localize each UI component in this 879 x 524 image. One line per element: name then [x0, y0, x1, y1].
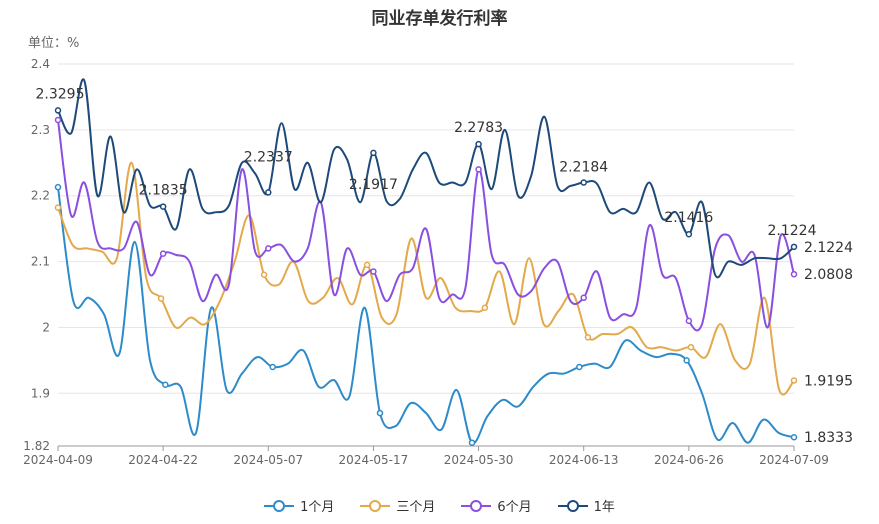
- series-marker[interactable]: [685, 230, 693, 238]
- x-tick-label: 2024-05-07: [233, 453, 303, 467]
- x-tick-label: 2024-05-30: [444, 453, 514, 467]
- series-marker[interactable]: [475, 166, 482, 173]
- annotation-label: 2.1224: [768, 223, 817, 239]
- series-marker[interactable]: [683, 357, 690, 364]
- y-tick-label: 2.4: [31, 57, 50, 71]
- annotation-label: 2.1416: [664, 210, 713, 226]
- series-marker[interactable]: [162, 381, 169, 388]
- end-label: 1.9195: [804, 373, 853, 389]
- annotation-labels: 2.3295 2.1835 2.2337 2.1917 2.2783 2.2184 2.14…: [36, 86, 817, 238]
- end-labels: 2.1224 2.0808 1.9195 1.8333: [804, 240, 853, 446]
- legend: 1个月 三个月 6个月 1年: [0, 496, 879, 515]
- series-marker[interactable]: [790, 243, 798, 251]
- legend-label: 三个月: [396, 500, 436, 515]
- x-tick-label: 2024-06-26: [654, 453, 724, 467]
- x-tick-label: 2024-06-13: [549, 453, 619, 467]
- series-marker[interactable]: [481, 304, 489, 311]
- series-marker[interactable]: [54, 116, 62, 124]
- y-tick-label: 1.9: [31, 386, 50, 400]
- x-tick-label: 2024-04-09: [23, 453, 93, 467]
- legend-item[interactable]: 三个月: [360, 496, 435, 515]
- series-line-6个月: [57, 119, 795, 332]
- series-marker[interactable]: [475, 140, 482, 148]
- annotation-label: 2.1835: [139, 183, 188, 199]
- series-marker[interactable]: [370, 268, 377, 275]
- end-label: 1.8333: [804, 430, 853, 446]
- series-marker[interactable]: [269, 363, 276, 371]
- annotation-label: 2.2184: [559, 160, 608, 176]
- series-marker[interactable]: [54, 183, 62, 191]
- series-marker[interactable]: [580, 294, 587, 302]
- series-marker[interactable]: [265, 245, 272, 252]
- annotation-label: 2.3295: [36, 86, 85, 102]
- y-axis: 1.82 1.9 2 2.1 2.2 2.3 2.4: [23, 57, 50, 453]
- legend-item[interactable]: 6个月: [461, 496, 532, 515]
- series-marker[interactable]: [157, 295, 165, 302]
- series-marker[interactable]: [468, 439, 476, 446]
- series-marker[interactable]: [260, 271, 268, 279]
- legend-label: 6个月: [497, 500, 532, 515]
- legend-swatch: [360, 499, 391, 513]
- series-marker[interactable]: [370, 149, 377, 157]
- y-tick-label: 2.2: [31, 189, 50, 203]
- series-marker[interactable]: [790, 433, 798, 441]
- series-marker[interactable]: [584, 334, 592, 341]
- series-marker[interactable]: [685, 317, 693, 325]
- series-marker[interactable]: [265, 189, 272, 196]
- series-markers: [54, 107, 798, 446]
- series-line-三个月: [57, 161, 795, 396]
- series-marker[interactable]: [576, 363, 583, 371]
- x-tick-label: 2024-04-22: [128, 453, 198, 467]
- series-marker[interactable]: [376, 409, 384, 417]
- annotation-label: 2.2337: [244, 150, 293, 166]
- line-chart: 1.82 1.9 2 2.1 2.2 2.3 2.4 2024-04-09 2024-04-2…: [23, 57, 853, 467]
- legend-item[interactable]: 1个月: [264, 496, 334, 515]
- y-tick-label: 2: [42, 320, 50, 334]
- chart-title: 同业存单发行利率: [371, 9, 508, 29]
- legend-label: 1个月: [300, 500, 335, 515]
- unit-label: 单位：%: [28, 36, 80, 51]
- annotation-label: 2.2783: [454, 120, 503, 136]
- legend-swatch: [461, 499, 492, 513]
- annotation-label: 2.1917: [349, 177, 398, 193]
- series-lines: [57, 78, 795, 445]
- series-marker[interactable]: [159, 250, 167, 257]
- legend-label: 1年: [593, 500, 615, 515]
- y-tick-label: 1.82: [23, 439, 50, 453]
- end-label: 2.1224: [804, 240, 853, 256]
- x-tick-label: 2024-05-17: [339, 453, 409, 467]
- series-marker[interactable]: [790, 377, 798, 384]
- series-line-1年: [57, 78, 795, 279]
- series-marker[interactable]: [159, 203, 167, 210]
- series-marker[interactable]: [790, 270, 798, 278]
- y-tick-label: 2.3: [31, 123, 50, 137]
- end-label: 2.0808: [804, 267, 853, 283]
- series-line-1个月: [57, 187, 795, 445]
- y-tick-label: 2.1: [31, 255, 50, 269]
- legend-item[interactable]: 1年: [557, 496, 615, 515]
- series-marker[interactable]: [363, 261, 371, 269]
- x-axis: 2024-04-09 2024-04-22 2024-05-07 2024-05-17…: [23, 445, 829, 467]
- x-tick-label: 2024-07-09: [759, 453, 829, 467]
- legend-swatch: [264, 499, 295, 513]
- series-marker[interactable]: [580, 179, 587, 186]
- series-marker[interactable]: [54, 107, 62, 114]
- series-marker[interactable]: [54, 204, 62, 211]
- series-marker[interactable]: [687, 343, 695, 351]
- legend-swatch: [557, 499, 588, 513]
